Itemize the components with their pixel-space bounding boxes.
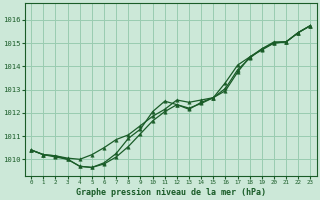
X-axis label: Graphe pression niveau de la mer (hPa): Graphe pression niveau de la mer (hPa) xyxy=(76,188,266,197)
